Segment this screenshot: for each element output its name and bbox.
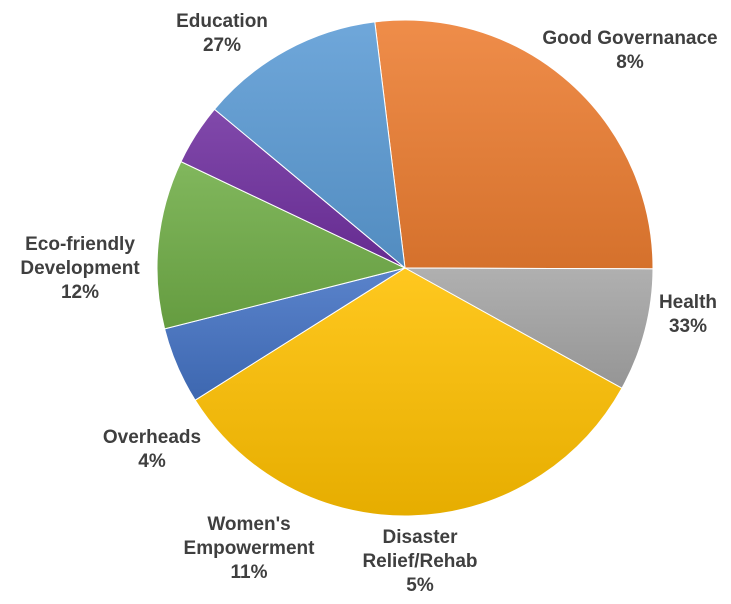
slice-label-health: Health 33%	[659, 292, 717, 337]
slice-label-overheads: Overheads 4%	[103, 427, 201, 472]
slice-name: Development	[20, 258, 140, 279]
pie-slices	[156, 19, 654, 517]
slice-percent: 4%	[138, 451, 166, 472]
slice-labels: Education 27% Good Governanace 8% Health 33% D…	[20, 11, 717, 596]
pie-slice-education	[374, 19, 654, 270]
slice-percent: 27%	[203, 35, 241, 56]
slice-name: Overheads	[103, 427, 201, 448]
slice-name: Health	[659, 292, 717, 313]
slice-name: Women's	[207, 514, 290, 535]
pie-slice-health	[194, 267, 623, 517]
slice-name: Empowerment	[184, 538, 316, 559]
pie-slice-eco-friendly-development	[213, 21, 406, 270]
slice-label-education: Education 27%	[176, 11, 268, 56]
slice-name: Education	[176, 11, 268, 32]
pie-slice-good-governanace	[404, 267, 654, 389]
pie-slice-women-s-empowerment	[156, 160, 407, 330]
slice-label-women-s-empowerment: Women's Empowerment 11%	[184, 514, 316, 583]
slice-percent: 8%	[616, 52, 644, 73]
slice-percent: 12%	[61, 282, 99, 303]
slice-label-disaster-relief-rehab: Disaster Relief/Rehab 5%	[362, 527, 477, 596]
slice-label-eco-friendly-development: Eco-friendly Development 12%	[20, 234, 140, 303]
slice-percent: 33%	[669, 316, 707, 337]
slice-label-good-governanace: Good Governanace 8%	[542, 28, 717, 73]
slice-name: Disaster	[383, 527, 459, 548]
slice-name: Relief/Rehab	[362, 551, 477, 572]
slice-percent: 5%	[406, 575, 434, 596]
slice-percent: 11%	[231, 562, 268, 583]
slice-name: Good Governanace	[542, 28, 717, 49]
slice-name: Eco-friendly	[25, 234, 135, 255]
